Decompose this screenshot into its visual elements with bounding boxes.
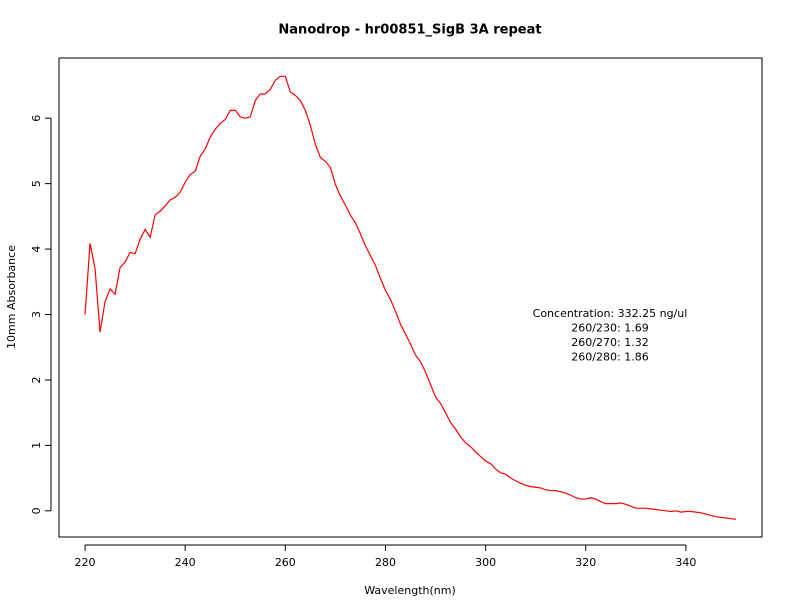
x-axis-label: Wavelength(nm): [364, 584, 456, 597]
annotation: Concentration: 332.25 ng/ul: [533, 307, 688, 320]
x-tick-label: 260: [275, 556, 296, 569]
y-axis-label: 10mm Absorbance: [5, 245, 18, 349]
data-line: [84, 75, 737, 520]
annotation: 260/270: 1.32: [571, 336, 648, 349]
y-tick-label: 4: [30, 246, 43, 253]
y-tick-label: 2: [30, 376, 43, 383]
x-tick-label: 240: [175, 556, 196, 569]
y-tick-label: 3: [30, 311, 43, 318]
annotation: 260/280: 1.86: [571, 351, 648, 364]
y-tick-label: 5: [30, 180, 43, 187]
plot-frame: [58, 57, 763, 538]
x-tick-label: 340: [675, 556, 696, 569]
x-tick-label: 300: [475, 556, 496, 569]
y-tick-label: 1: [30, 442, 43, 449]
annotation: 260/230: 1.69: [571, 322, 648, 335]
x-tick-label: 280: [375, 556, 396, 569]
x-tick-label: 220: [75, 556, 96, 569]
y-tick-label: 0: [30, 507, 43, 514]
chart-title: Nanodrop - hr00851_SigB 3A repeat: [278, 23, 541, 38]
x-tick-label: 320: [575, 556, 596, 569]
y-tick-label: 6: [30, 115, 43, 122]
